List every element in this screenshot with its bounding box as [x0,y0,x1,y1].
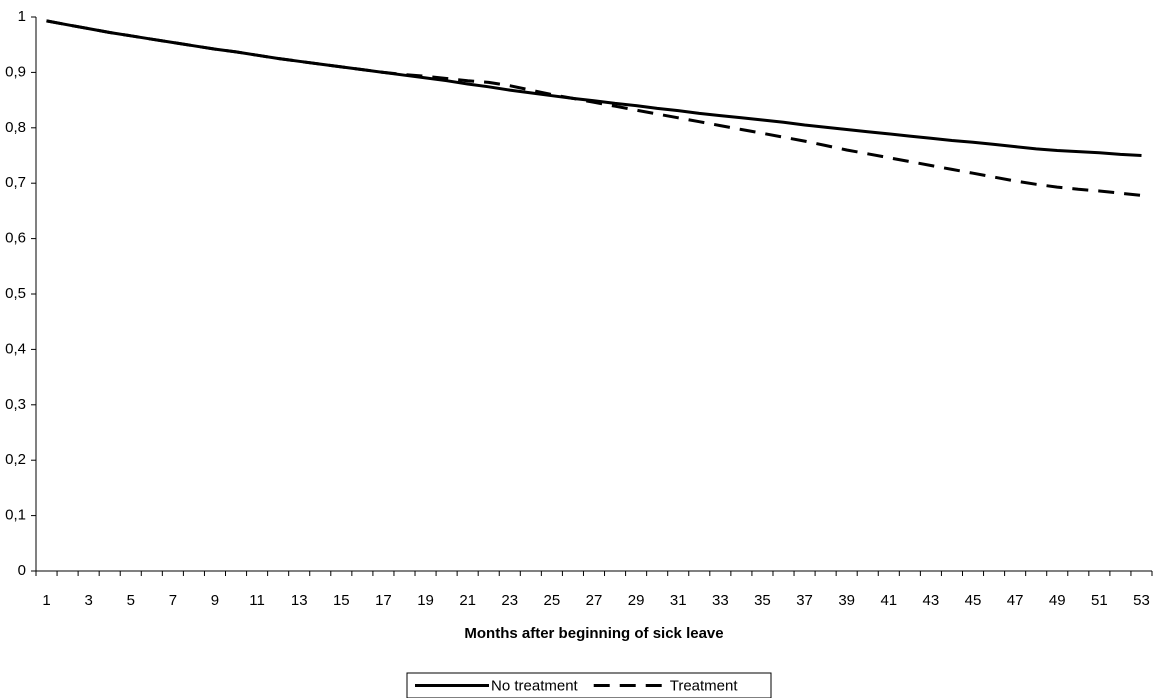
x-tick-label: 37 [796,592,813,609]
y-tick-label: 0,7 [5,174,26,191]
x-tick-label: 47 [1007,592,1024,609]
x-tick-label: 21 [459,592,476,609]
y-tick-label: 0,3 [5,396,26,413]
x-tick-label: 3 [84,592,92,609]
y-tick-label: 0 [18,562,26,579]
x-tick-label: 1 [42,592,50,609]
series-line [46,19,1142,197]
x-tick-label: 39 [838,592,855,609]
y-tick-label: 0,9 [5,63,26,80]
x-tick-label: 23 [501,592,518,609]
x-tick-label: 15 [333,592,350,609]
legend-box [406,672,772,698]
x-tick-label: 11 [249,592,265,609]
y-tick-label: 0,6 [5,230,26,247]
y-tick-label: 0,8 [5,119,26,136]
x-tick-label: 33 [712,592,729,609]
x-tick-label: 31 [670,592,687,609]
x-tick-label: 5 [127,592,135,609]
y-tick-label: 0,5 [5,285,26,302]
x-tick-label: 41 [880,592,897,609]
y-tick-label: 0,2 [5,451,26,468]
x-tick-label: 35 [754,592,771,609]
x-tick-label: 13 [291,592,308,609]
x-axis-title: Months after beginning of sick leave [464,625,723,642]
x-tick-label: 49 [1049,592,1066,609]
y-tick-label: 0,1 [5,507,26,524]
x-tick-label: 19 [417,592,434,609]
x-tick-label: 45 [965,592,982,609]
x-tick-label: 27 [586,592,603,609]
series-line [46,19,1142,157]
legend-label: Treatment [670,677,739,694]
y-tick-label: 0,4 [5,340,26,357]
legend-label: No treatment [491,677,579,694]
x-tick-label: 17 [375,592,392,609]
x-tick-label: 53 [1133,592,1150,609]
x-tick-label: 43 [923,592,940,609]
x-tick-label: 25 [544,592,561,609]
x-tick-label: 29 [628,592,645,609]
y-tick-label: 1 [18,8,26,25]
x-tick-label: 9 [211,592,219,609]
x-tick-label: 7 [169,592,177,609]
x-tick-label: 51 [1091,592,1108,609]
